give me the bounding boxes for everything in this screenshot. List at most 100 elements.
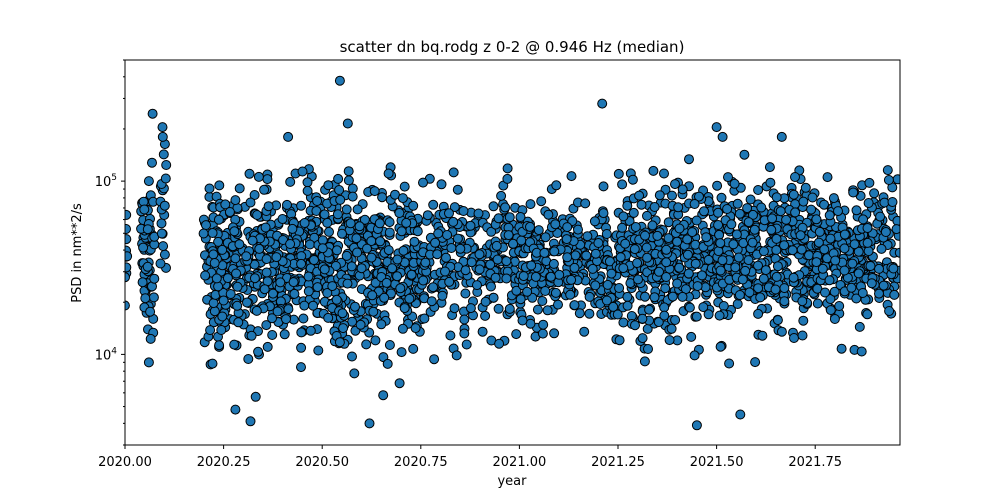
scatter-point (636, 199, 647, 210)
scatter-point (250, 391, 261, 402)
scatter-point (253, 346, 264, 357)
scatter-point (757, 330, 768, 341)
scatter-point (604, 256, 615, 267)
scatter-point (480, 296, 491, 307)
scatter-point (554, 269, 565, 280)
scatter-point (322, 288, 333, 298)
scatter-point (640, 291, 650, 302)
scatter-point (214, 180, 225, 191)
scatter-point (156, 218, 167, 229)
scatter-point (125, 234, 132, 245)
scatter-point (728, 239, 739, 250)
scatter-point (538, 319, 549, 330)
scatter-point (139, 204, 150, 215)
scatter-point (253, 171, 264, 182)
scatter-point (142, 261, 153, 272)
scatter-point (715, 238, 726, 249)
scatter-point (833, 206, 843, 217)
scatter-point (377, 192, 388, 203)
scatter-point (813, 237, 824, 248)
scatter-point (747, 237, 758, 248)
scatter-point (297, 166, 308, 177)
scatter-point (332, 209, 343, 220)
scatter-point (338, 323, 349, 334)
scatter-point (155, 258, 166, 269)
scatter-point (732, 299, 743, 309)
x-tick-label: 2021.00 (493, 455, 547, 470)
scatter-point (408, 343, 419, 354)
scatter-point (494, 338, 505, 349)
scatter-point (874, 263, 884, 274)
scatter-point (285, 176, 296, 187)
scatter-point (472, 280, 482, 291)
scatter-point (229, 339, 240, 350)
scatter-point (699, 206, 709, 217)
scatter-point (630, 222, 641, 232)
scatter-point (537, 296, 548, 306)
scatter-point (346, 261, 357, 272)
scatter-point (341, 250, 352, 261)
scatter-point (296, 362, 306, 373)
scatter-point (437, 290, 448, 301)
scatter-point (378, 390, 389, 401)
scatter-point (530, 271, 541, 282)
scatter-point (480, 310, 491, 321)
plot-frame (124, 59, 901, 446)
scatter-point (473, 208, 484, 219)
scatter-point (225, 289, 236, 299)
scatter-point (659, 302, 670, 313)
scatter-point (639, 356, 650, 367)
scatter-point (584, 291, 595, 302)
scatter-point (608, 301, 619, 312)
scatter-point (666, 323, 677, 334)
scatter-point (335, 194, 346, 205)
scatter-point (224, 207, 235, 217)
scatter-point (125, 262, 132, 273)
scatter-point (829, 286, 840, 297)
scatter-point (449, 202, 460, 213)
scatter-point (569, 262, 580, 273)
scatter-point (474, 249, 485, 260)
scatter-point (613, 168, 624, 179)
scatter-point (726, 219, 737, 230)
scatter-point (525, 199, 536, 210)
scatter-point (259, 184, 270, 195)
scatter-point (630, 320, 640, 331)
scatter-point (856, 346, 867, 357)
scatter-point (820, 287, 830, 298)
scatter-point (376, 319, 387, 330)
scatter-point (618, 211, 629, 222)
scatter-point (536, 196, 547, 207)
scatter-point (788, 272, 799, 283)
scatter-point (797, 330, 808, 341)
scatter-point (452, 233, 463, 244)
scatter-point (268, 288, 278, 299)
scatter-point (862, 223, 873, 233)
scatter-point (798, 196, 809, 207)
scatter-point (776, 131, 787, 142)
scatter-point (550, 287, 561, 298)
scatter-point (825, 233, 836, 244)
scatter-point (342, 278, 353, 289)
scatter-point (722, 204, 733, 214)
scatter-point (601, 229, 612, 239)
scatter-point (474, 264, 485, 275)
scatter-point (758, 273, 769, 284)
scatter-point (296, 327, 307, 338)
scatter-point (229, 226, 240, 237)
scatter-point (750, 357, 761, 368)
scatter-point (201, 220, 211, 231)
scatter-point (452, 184, 463, 195)
scatter-point (442, 230, 453, 240)
scatter-point (446, 243, 457, 253)
scatter-point (218, 295, 229, 306)
scatter-point (217, 244, 228, 255)
scatter-point (889, 289, 900, 300)
scatter-point (289, 288, 300, 299)
scatter-point (836, 343, 847, 354)
scatter-point (715, 341, 726, 352)
scatter-point (455, 243, 466, 254)
scatter-point (392, 254, 403, 265)
scatter-point (465, 220, 476, 231)
y-tick-label: 104 (95, 346, 118, 363)
